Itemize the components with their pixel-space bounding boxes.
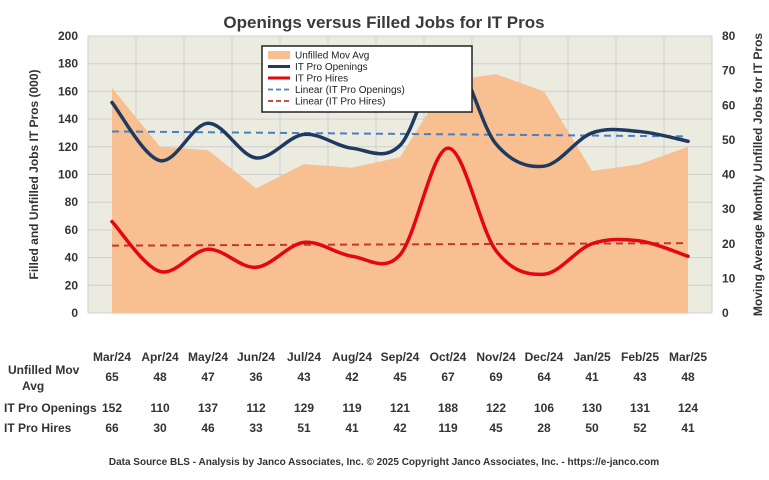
legend-swatch-unfilled-mov-avg xyxy=(268,51,290,59)
area-series-unfilled-mov-avg xyxy=(112,74,688,314)
y-left-tick-label: 160 xyxy=(58,84,78,98)
table-row-label: Unfilled Mov xyxy=(8,363,80,377)
legend-box xyxy=(261,45,473,113)
table-cell: 46 xyxy=(201,421,215,435)
x-tick-label: Mar/25 xyxy=(669,350,707,364)
x-tick-label: Sep/24 xyxy=(381,350,420,364)
y-left-tick-label: 60 xyxy=(65,223,79,237)
line-series-layer xyxy=(110,50,690,277)
y-left-tick-label: 100 xyxy=(58,168,78,182)
table-cell: 129 xyxy=(294,401,314,415)
table-cell: 42 xyxy=(393,421,407,435)
legend-label-unfilled-mov-avg: Unfilled Mov Avg xyxy=(295,51,369,62)
table-cell: 42 xyxy=(345,370,359,384)
table-cell: 36 xyxy=(249,370,263,384)
x-tick-label: Feb/25 xyxy=(621,350,659,364)
x-tick-label: Mar/24 xyxy=(93,350,131,364)
y-right-tick-label: 60 xyxy=(722,98,736,112)
y-right-tick-label: 50 xyxy=(722,133,736,147)
table-cell: 119 xyxy=(342,401,362,415)
table-cell: 124 xyxy=(678,401,698,415)
table-cell: 47 xyxy=(201,370,215,384)
table-cell: 112 xyxy=(246,401,266,415)
table-cell: 121 xyxy=(390,401,410,415)
x-tick-label: Dec/24 xyxy=(525,350,564,364)
y-right-tick-label: 20 xyxy=(722,237,736,251)
y-left-tick-label: 180 xyxy=(58,57,78,71)
table-cell: 119 xyxy=(438,421,458,435)
table-row-label: Avg xyxy=(22,379,44,393)
chart-title: Openings versus Filled Jobs for IT Pros xyxy=(223,13,544,32)
table-cell: 41 xyxy=(585,370,599,384)
x-tick-label: Jun/24 xyxy=(237,350,275,364)
table-cell: 33 xyxy=(249,421,263,435)
y-left-tick-label: 20 xyxy=(65,278,79,292)
y-right-tick-label: 10 xyxy=(722,271,736,285)
y-right-tick-label: 80 xyxy=(722,29,736,43)
axes: 0 20 40 60 80 100 120 140 160 180 200 0 10 20 30 40 50 60… xyxy=(27,29,765,364)
table-cell: 50 xyxy=(585,421,599,435)
table-cell: 52 xyxy=(633,421,647,435)
data-table: Unfilled Mov Avg 65 48 47 36 43 42 45 67 69 64 41 43 4… xyxy=(4,363,698,435)
trendline-it-pro-openings xyxy=(111,130,689,138)
y-left-tick-label: 80 xyxy=(65,195,79,209)
table-cell: 106 xyxy=(534,401,554,415)
table-cell: 43 xyxy=(297,370,311,384)
y-right-tick-label: 70 xyxy=(722,64,736,78)
table-cell: 48 xyxy=(681,370,695,384)
table-cell: 152 xyxy=(102,401,122,415)
table-cell: 131 xyxy=(630,401,650,415)
table-cell: 51 xyxy=(297,421,311,435)
table-cell: 188 xyxy=(438,401,458,415)
y-left-tick-label: 140 xyxy=(58,112,78,126)
area-series-layer xyxy=(112,74,688,314)
x-tick-label: Jan/25 xyxy=(573,350,611,364)
y-left-tick-label: 0 xyxy=(71,306,78,320)
legend-label-it-pro-openings: IT Pro Openings xyxy=(295,62,368,73)
legend-label-linear-it-pro-openings: Linear (IT Pro Openings) xyxy=(295,85,405,96)
y-left-tick-label: 40 xyxy=(65,251,79,265)
x-tick-label: Apr/24 xyxy=(141,350,179,364)
line-series-it-pro-openings xyxy=(110,50,690,169)
legend-label-it-pro-hires: IT Pro Hires xyxy=(295,74,348,85)
table-cell: 28 xyxy=(537,421,551,435)
y-right-tick-label: 0 xyxy=(722,306,729,320)
x-tick-label: May/24 xyxy=(188,350,228,364)
line-series-it-pro-hires xyxy=(110,146,690,277)
table-cell: 130 xyxy=(582,401,602,415)
table-cell: 41 xyxy=(681,421,695,435)
table-cell: 66 xyxy=(105,421,119,435)
table-cell: 45 xyxy=(489,421,503,435)
table-cell: 45 xyxy=(393,370,407,384)
table-cell: 64 xyxy=(537,370,551,384)
table-row-label: IT Pro Openings xyxy=(4,401,97,415)
y-left-tick-label: 200 xyxy=(58,29,78,43)
y-left-tick-label: 120 xyxy=(58,140,78,154)
table-cell: 43 xyxy=(633,370,647,384)
table-cell: 137 xyxy=(198,401,218,415)
table-cell: 30 xyxy=(153,421,167,435)
legend-label-linear-it-pro-hires: Linear (IT Pro Hires) xyxy=(295,97,385,108)
y-left-axis-title: Filled and Unfilled Jobs IT Pros (000) xyxy=(27,69,41,279)
x-tick-label: Aug/24 xyxy=(332,350,372,364)
y-right-tick-label: 30 xyxy=(722,202,736,216)
x-tick-label: Jul/24 xyxy=(287,350,321,364)
table-cell: 48 xyxy=(153,370,167,384)
table-cell: 69 xyxy=(489,370,503,384)
table-cell: 122 xyxy=(486,401,506,415)
table-row-label: IT Pro Hires xyxy=(4,421,72,435)
footer-credit: Data Source BLS - Analysis by Janco Asso… xyxy=(109,457,659,468)
table-cell: 110 xyxy=(150,401,170,415)
x-tick-label: Nov/24 xyxy=(476,350,516,364)
table-cell: 65 xyxy=(105,370,119,384)
table-cell: 67 xyxy=(441,370,455,384)
y-right-axis-title: Moving Average Monthly Unfilled Jobs for… xyxy=(751,33,765,316)
x-tick-label: Oct/24 xyxy=(430,350,467,364)
table-cell: 41 xyxy=(345,421,359,435)
y-right-tick-label: 40 xyxy=(722,168,736,182)
